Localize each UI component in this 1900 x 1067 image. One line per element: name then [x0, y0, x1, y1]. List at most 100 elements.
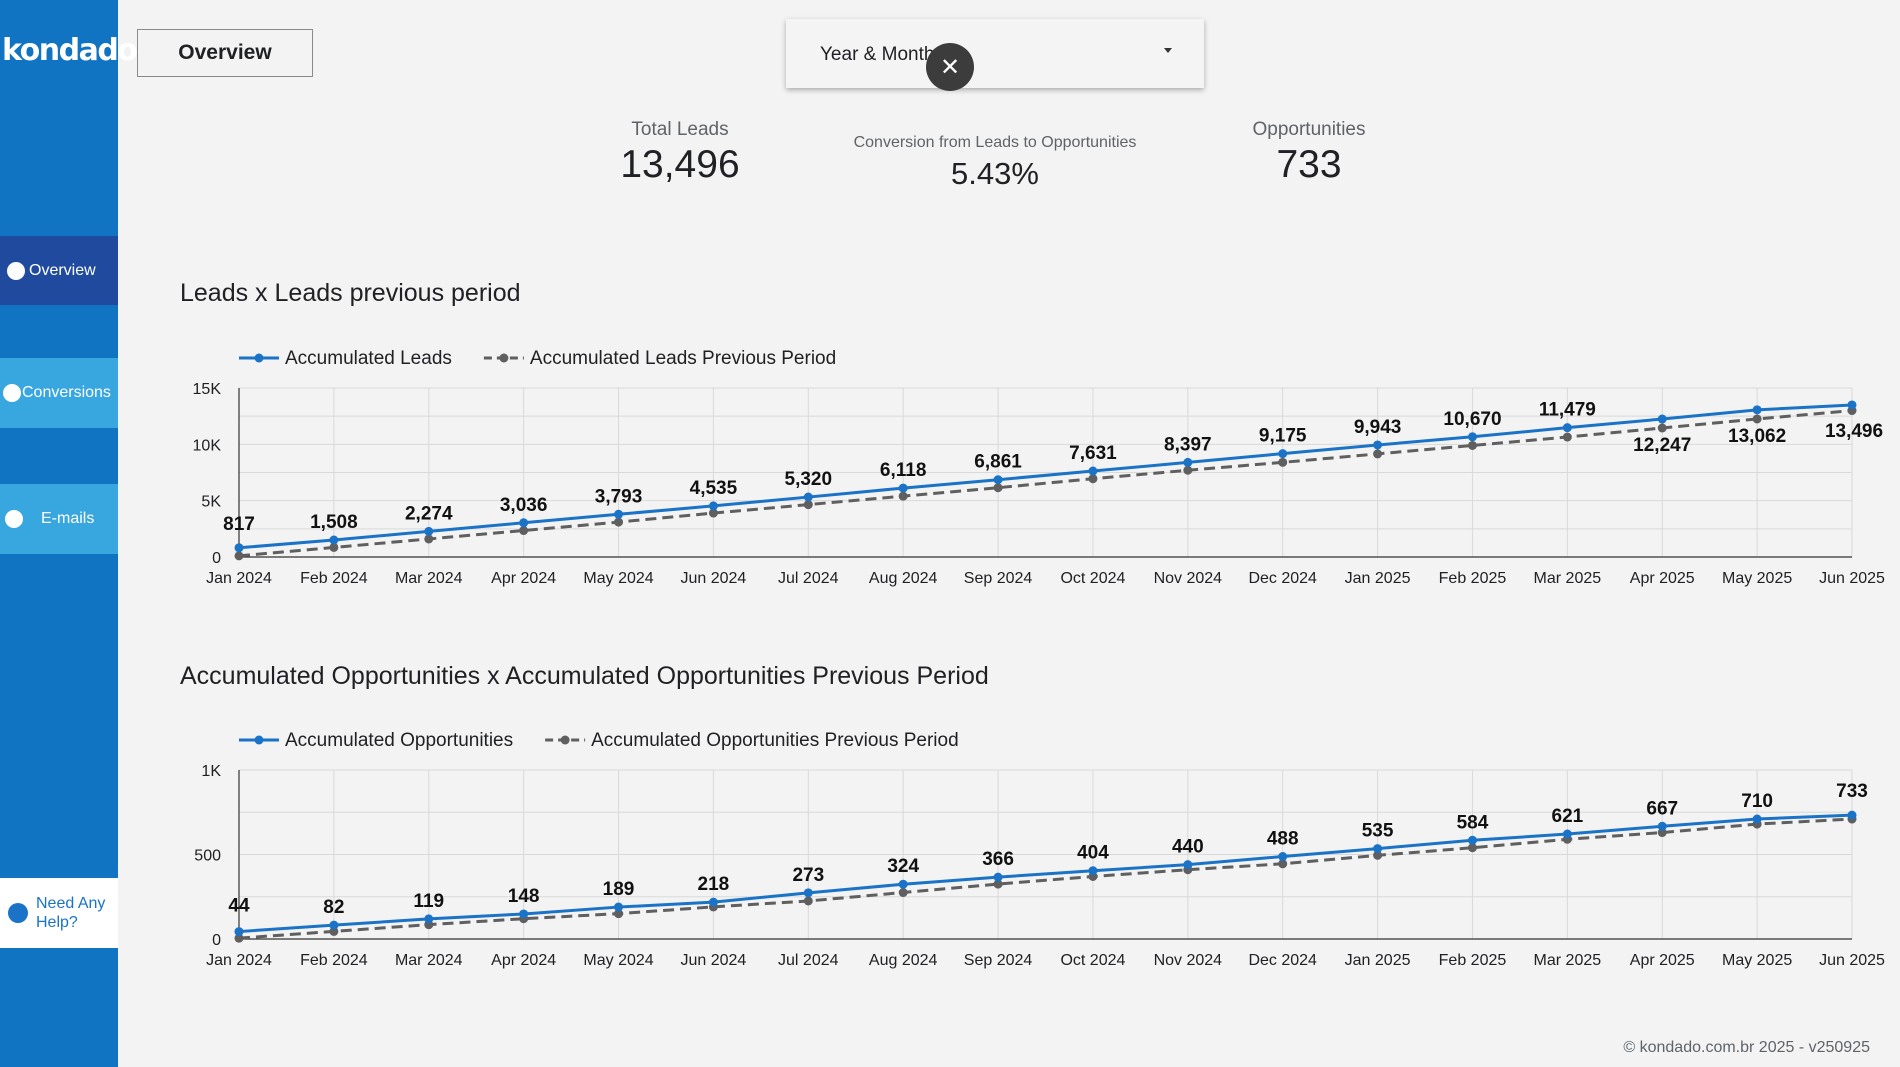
kpi-label: Conversion from Leads to Opportunities	[853, 134, 1137, 151]
legend-marker	[254, 735, 264, 745]
series-current-point	[329, 535, 339, 545]
kpi-conversion: Conversion from Leads to Opportunities 5…	[845, 134, 1145, 192]
series-current-point	[1467, 835, 1477, 845]
help-label: Need Any Help?	[36, 895, 106, 931]
x-tick-label: Mar 2025	[1534, 570, 1602, 587]
series-current-point	[1752, 814, 1762, 824]
series-previous-point	[1467, 843, 1477, 853]
series-previous-point	[1752, 414, 1762, 424]
sidebar: kondado Overview Conversions E-mails Nee…	[0, 0, 138, 1067]
series-current-point	[329, 920, 339, 930]
x-tick-label: Jul 2024	[778, 952, 839, 969]
series-current-point	[708, 501, 718, 511]
year-month-filter[interactable]: Year & Month	[786, 19, 1204, 88]
series-previous-point	[708, 508, 718, 518]
series-current-point	[1562, 829, 1572, 839]
data-label: 13,062	[1728, 426, 1786, 447]
kpi-opportunities: Opportunities 733	[1219, 119, 1399, 187]
footer-copyright: © kondado.com.br 2025 - v250925	[1623, 1039, 1870, 1056]
series-previous-point	[993, 879, 1003, 889]
series-current-point	[234, 543, 244, 553]
y-tick-label: 500	[194, 848, 221, 865]
data-label: 3,036	[500, 495, 548, 516]
series-current-point	[993, 872, 1003, 882]
data-label: 6,118	[880, 460, 927, 481]
legend-label: Accumulated Opportunities Previous Perio…	[591, 730, 959, 751]
series-current-line	[238, 403, 1853, 550]
kpi-label: Opportunities	[1252, 119, 1366, 140]
x-tick-label: Jan 2024	[206, 570, 272, 587]
x-tick-label: Aug 2024	[869, 952, 938, 969]
x-tick-label: Mar 2024	[395, 570, 463, 587]
x-tick-label: Nov 2024	[1154, 952, 1223, 969]
kpi-value: 733	[1276, 143, 1342, 186]
series-current-point	[803, 888, 813, 898]
series-current-point	[1562, 423, 1572, 433]
series-current-point	[1183, 860, 1193, 870]
x-tick-label: May 2024	[583, 952, 653, 969]
series-previous-point	[1088, 474, 1098, 484]
series-previous-line	[238, 409, 1853, 558]
series-current-point	[1088, 866, 1098, 876]
y-tick-label: 5K	[201, 494, 221, 511]
data-label: 404	[1077, 843, 1109, 864]
legend-label: Accumulated Opportunities	[285, 730, 513, 751]
data-label: 366	[982, 849, 1014, 870]
series-current-point	[1183, 457, 1193, 467]
x-tick-label: Jan 2025	[1345, 570, 1411, 587]
data-label: 148	[508, 886, 540, 907]
nav-item-label: Conversions	[22, 384, 111, 401]
circle-icon	[3, 384, 21, 402]
nav-item-label: Overview	[29, 261, 96, 279]
legend-marker	[254, 353, 264, 363]
series-current-point	[1657, 821, 1667, 831]
series-current-point	[708, 897, 718, 907]
circle-icon	[7, 261, 25, 280]
overview-page-button[interactable]: Overview	[137, 29, 313, 77]
series-previous-point	[898, 491, 908, 501]
x-tick-label: May 2025	[1722, 570, 1792, 587]
nav-item-label: E-mails	[41, 510, 95, 527]
kondado-logo[interactable]: kondado	[2, 33, 138, 68]
x-tick-label: Mar 2024	[395, 952, 463, 969]
data-label: 7,631	[1069, 443, 1117, 464]
help-button[interactable]: Need Any Help?	[0, 878, 118, 948]
x-tick-label: Dec 2024	[1248, 570, 1317, 587]
nav-item-conversions[interactable]: Conversions	[0, 358, 118, 428]
x-tick-label: Jun 2025	[1819, 952, 1885, 969]
legend-label: Accumulated Leads	[285, 348, 452, 369]
data-label: 12,247	[1633, 435, 1691, 456]
series-current-point	[1088, 466, 1098, 476]
data-label: 3,793	[595, 486, 643, 507]
data-label: 488	[1267, 829, 1299, 850]
data-label: 11,479	[1539, 400, 1596, 421]
data-label: 667	[1646, 798, 1678, 819]
data-label: 2,274	[405, 503, 453, 524]
series-current-point	[1373, 440, 1383, 450]
x-tick-label: Feb 2024	[300, 952, 368, 969]
data-label: 218	[698, 874, 730, 895]
data-label: 324	[887, 856, 919, 877]
nav-item-overview[interactable]: Overview	[0, 236, 118, 305]
series-previous-point	[234, 551, 244, 561]
close-icon[interactable]: ✕	[926, 43, 974, 91]
y-tick-label: 10K	[193, 437, 222, 454]
series-current-point	[1657, 414, 1667, 424]
y-tick-label: 15K	[193, 381, 222, 398]
x-tick-label: Jan 2025	[1345, 952, 1411, 969]
data-label: 82	[323, 897, 344, 918]
series-current-point	[234, 927, 244, 937]
data-label: 273	[792, 865, 824, 886]
help-circle-icon	[8, 903, 28, 923]
series-current-point	[614, 509, 624, 519]
series-current-point	[424, 526, 434, 536]
data-label: 6,861	[974, 452, 1022, 473]
series-previous-point	[1373, 850, 1383, 860]
series-current-point	[424, 914, 434, 924]
series-previous-point	[1467, 440, 1477, 450]
x-tick-label: Apr 2024	[491, 952, 556, 969]
nav-item-emails[interactable]: E-mails	[0, 484, 118, 554]
x-tick-label: Sep 2024	[964, 952, 1033, 969]
series-previous-point	[1657, 423, 1667, 433]
